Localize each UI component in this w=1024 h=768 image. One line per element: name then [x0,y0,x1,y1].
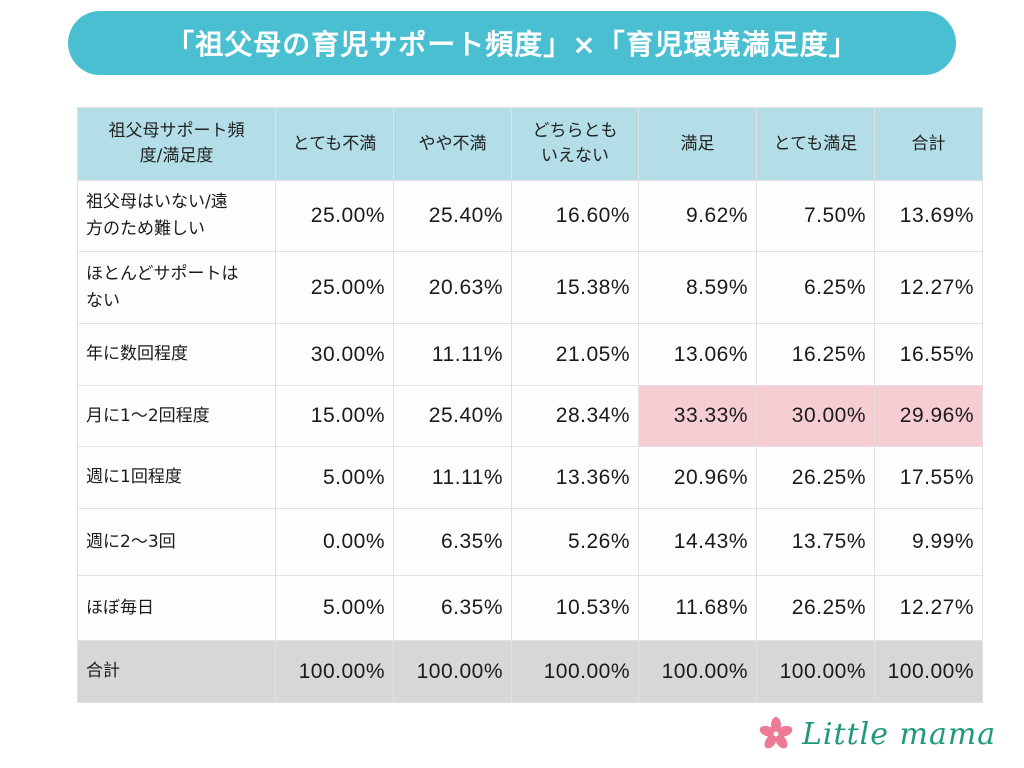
table-cell: 100.00% [511,640,639,703]
column-header-text: 合計 [911,133,946,154]
table-cell: 6.25% [756,251,875,324]
column-header-text: いえない [541,146,609,166]
table-cell: 26.25% [756,575,875,641]
table-cell: 13.75% [756,508,875,576]
total-row: 合計 100.00% 100.00% 100.00% 100.00% 100.0… [77,640,983,703]
table-cell: 6.35% [393,508,512,576]
table-cell: 15.00% [275,385,394,447]
table-cell: 20.96% [638,446,757,509]
table-cell: 25.40% [393,180,512,252]
table-row: ほぼ毎日 5.00% 6.35% 10.53% 11.68% 26.25% 12… [77,575,983,641]
highlighted-cell: 29.96% [874,385,983,447]
table-cell: 13.06% [638,323,757,386]
table-cell: 5.00% [275,446,394,509]
table-cell: 11.11% [393,446,512,509]
column-header-text: 満足 [680,133,715,154]
row-label-text: ない [86,290,120,311]
table-cell: 9.62% [638,180,757,252]
table-cell: 17.55% [874,446,983,509]
column-header: 合計 [874,107,983,181]
table-cell: 16.60% [511,180,639,252]
column-header: とても満足 [756,107,875,181]
highlighted-cell: 30.00% [756,385,875,447]
table-row: 年に数回程度 30.00% 11.11% 21.05% 13.06% 16.25… [77,323,983,386]
table-row: 週に2〜3回 0.00% 6.35% 5.26% 14.43% 13.75% 9… [77,508,983,576]
row-label-text: 祖父母はいない/遠 [86,192,228,212]
logo-text: Little mama [802,716,997,752]
table-cell: 20.63% [393,251,512,324]
highlighted-cell: 33.33% [638,385,757,447]
table-cell: 26.25% [756,446,875,509]
brand-logo: Little mama [758,712,996,756]
row-label: 合計 [77,640,276,703]
table-cell: 30.00% [275,323,394,386]
column-header: 満足 [638,107,757,181]
table-cell: 100.00% [638,640,757,703]
table-cell: 11.68% [638,575,757,641]
table-row: 祖父母はいない/遠 方のため難しい 25.00% 25.40% 16.60% 9.… [77,180,983,252]
table-cell: 12.27% [874,575,983,641]
table-row: ほとんどサポートは ない 25.00% 20.63% 15.38% 8.59% 6… [77,251,983,324]
row-label: 週に1回程度 [77,446,276,509]
table-cell: 16.25% [756,323,875,386]
column-header: とても不満 [275,107,394,181]
column-header-text: どちらとも [532,121,618,141]
table-cell: 21.05% [511,323,639,386]
table-cell: 7.50% [756,180,875,252]
table-cell: 100.00% [393,640,512,703]
corner-header: 祖父母サポート頻 度/満足度 [77,107,276,181]
table-cell: 25.00% [275,180,394,252]
table-cell: 100.00% [874,640,983,703]
table-cell: 0.00% [275,508,394,576]
table-cell: 100.00% [275,640,394,703]
flower-icon [759,717,793,749]
table-cell: 25.00% [275,251,394,324]
column-header: やや不満 [393,107,512,181]
table-row: 週に1回程度 5.00% 11.11% 13.36% 20.96% 26.25%… [77,446,983,509]
table-cell: 10.53% [511,575,639,641]
table-cell: 6.35% [393,575,512,641]
row-label: 週に2〜3回 [77,508,276,576]
table-cell: 5.00% [275,575,394,641]
table-cell: 100.00% [756,640,875,703]
column-header-text: とても満足 [773,133,858,154]
row-label-text: ほとんどサポートは [86,263,239,284]
corner-header-line: 度/満足度 [139,146,214,166]
table-cell: 8.59% [638,251,757,324]
table-cell: 12.27% [874,251,983,324]
table-cell: 28.34% [511,385,639,447]
table-cell: 15.38% [511,251,639,324]
row-label: ほぼ毎日 [77,575,276,641]
corner-header-line: 祖父母サポート頻 [108,121,245,141]
column-header-text: やや不満 [418,133,487,154]
row-label: 月に1〜2回程度 [77,385,276,447]
column-header: どちらとも いえない [511,107,639,181]
table-row-highlighted: 月に1〜2回程度 15.00% 25.40% 28.34% 33.33% 30.… [77,385,983,447]
table-cell: 13.69% [874,180,983,252]
row-label: ほとんどサポートは ない [77,251,276,324]
table-cell: 13.36% [511,446,639,509]
title-banner: 「祖父母の育児サポート頻度」×「育児環境満足度」 [68,11,956,75]
row-label: 祖父母はいない/遠 方のため難しい [77,180,276,252]
table-cell: 16.55% [874,323,983,386]
row-label: 年に数回程度 [77,323,276,386]
column-header-text: とても不満 [292,133,377,154]
table-cell: 5.26% [511,508,639,576]
table-cell: 9.99% [874,508,983,576]
header-row: 祖父母サポート頻 度/満足度 とても不満 やや不満 どちらとも いえない 満足 … [77,107,983,181]
crosstab-table: 祖父母サポート頻 度/満足度 とても不満 やや不満 どちらとも いえない 満足 … [77,107,983,703]
table-cell: 14.43% [638,508,757,576]
table-cell: 25.40% [393,385,512,447]
table-cell: 11.11% [393,323,512,386]
page-title: 「祖父母の育児サポート頻度」×「育児環境満足度」 [166,28,858,61]
row-label-text: 方のため難しい [86,219,205,239]
